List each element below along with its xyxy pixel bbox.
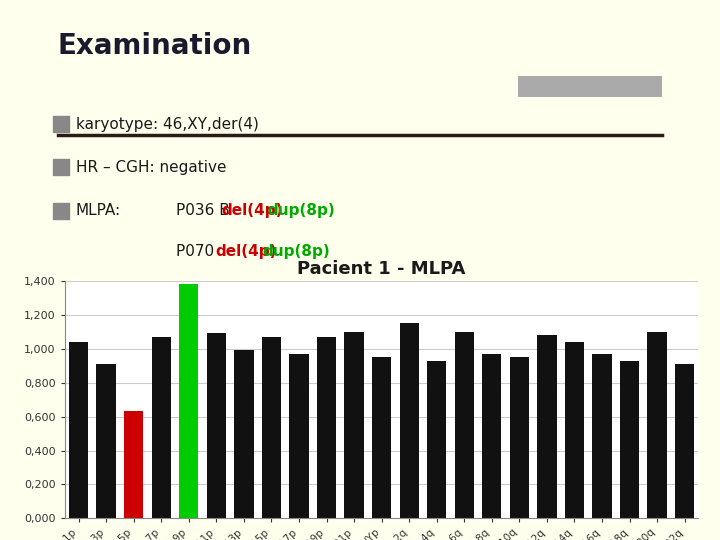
Bar: [482, 354, 501, 518]
Bar: [564, 342, 584, 518]
Bar: [620, 361, 639, 518]
FancyBboxPatch shape: [518, 76, 662, 97]
Title: Pacient 1 - MLPA: Pacient 1 - MLPA: [297, 260, 466, 278]
Bar: [262, 337, 281, 518]
Bar: [344, 332, 364, 518]
Bar: [317, 337, 336, 518]
Bar: [510, 357, 529, 518]
Bar: [179, 284, 199, 518]
Bar: [69, 342, 89, 518]
Bar: [454, 332, 474, 518]
Bar: [289, 354, 309, 518]
Bar: [537, 335, 557, 518]
Text: dup(8p): dup(8p): [268, 203, 336, 218]
Text: P036 B: P036 B: [176, 203, 230, 218]
Bar: [593, 354, 611, 518]
Bar: [675, 364, 694, 518]
Text: P070: P070: [176, 244, 224, 259]
Text: MLPA:: MLPA:: [76, 203, 121, 218]
Text: del(4p): del(4p): [221, 203, 282, 218]
Bar: [234, 350, 253, 518]
Bar: [124, 411, 143, 518]
Text: Examination: Examination: [58, 32, 252, 60]
Bar: [152, 337, 171, 518]
Bar: [647, 332, 667, 518]
Bar: [96, 364, 116, 518]
Bar: [427, 361, 446, 518]
Text: del(4p): del(4p): [215, 244, 276, 259]
Bar: [400, 323, 419, 518]
Text: HR – CGH: negative: HR – CGH: negative: [76, 160, 226, 175]
Bar: [207, 333, 226, 518]
Text: karyotype: 46,XY,der(4): karyotype: 46,XY,der(4): [76, 117, 258, 132]
Text: dup(8p): dup(8p): [262, 244, 330, 259]
Bar: [372, 357, 391, 518]
